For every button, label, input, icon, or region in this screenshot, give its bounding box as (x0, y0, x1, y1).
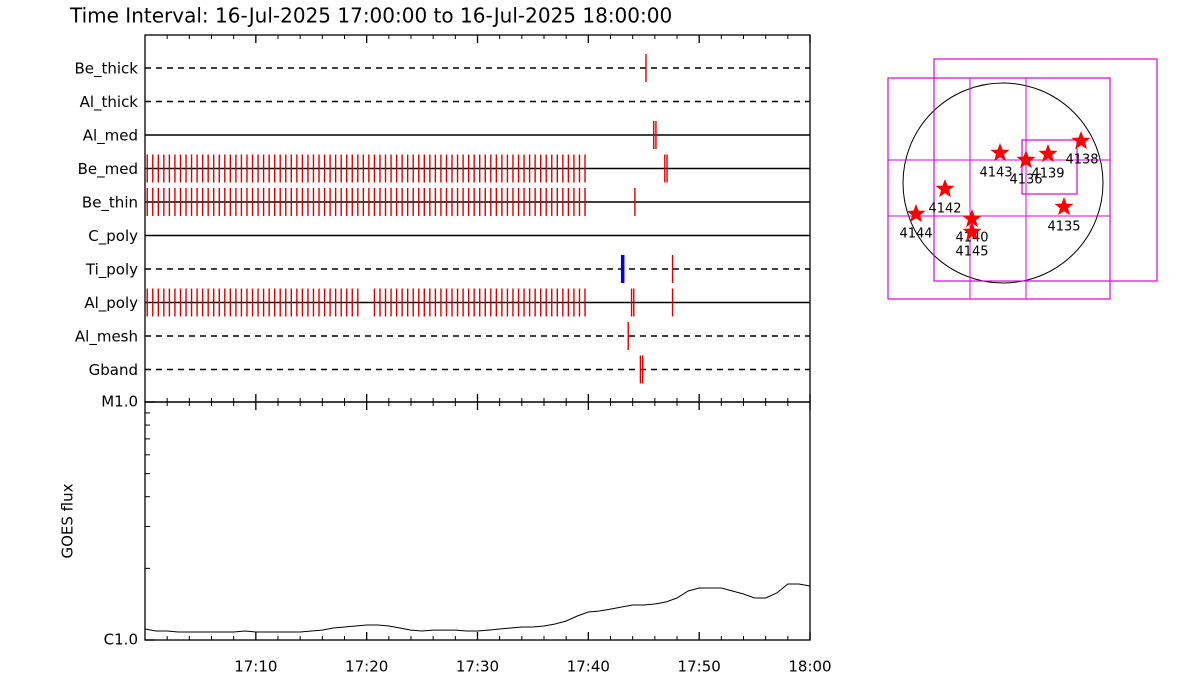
goes-curve (144, 583, 811, 633)
region-star (935, 179, 955, 198)
row-label: Gband (89, 361, 138, 379)
sun-disk (902, 82, 1104, 284)
x-tick-label: 17:10 (234, 658, 277, 676)
x-tick-label: 17:20 (345, 658, 388, 676)
row-label: Al_thick (80, 93, 139, 112)
x-tick-label: 17:40 (567, 658, 610, 676)
row-label: Al_med (83, 127, 138, 146)
region-star (1016, 150, 1036, 169)
row-label: Be_thin (82, 194, 138, 213)
region-star (906, 204, 926, 223)
region-star (1038, 144, 1058, 163)
region-star (990, 143, 1010, 162)
region-label: 4144 (899, 227, 932, 242)
fov-box (933, 58, 1158, 282)
y-tick-label: C1.0 (104, 631, 138, 649)
row-label: Be_thick (74, 60, 138, 79)
region-label: 4138 (1065, 153, 1098, 168)
fov-box (1021, 139, 1078, 195)
x-tick-label: 17:30 (456, 658, 499, 676)
row-label: Ti_poly (85, 261, 138, 280)
region-label: 4135 (1047, 220, 1080, 235)
timeline-frame (144, 34, 811, 403)
region-star (962, 222, 982, 241)
region-star (962, 209, 982, 228)
y-tick-label: M1.0 (101, 393, 138, 411)
row-label: Be_med (78, 160, 138, 179)
fov-box (887, 77, 1111, 300)
row-label: Al_mesh (75, 328, 138, 347)
region-label: 4140 (955, 231, 988, 246)
region-label: 4142 (928, 202, 961, 217)
goes-frame (144, 401, 811, 641)
region-label: 4136 (1009, 173, 1042, 188)
row-label: Al_poly (84, 294, 138, 313)
x-tick-label: 17:50 (678, 658, 721, 676)
region-label: 4139 (1031, 167, 1064, 182)
region-star (1054, 197, 1074, 216)
region-star (1071, 131, 1091, 150)
chart-title: Time Interval: 16-Jul-2025 17:00:00 to 1… (69, 4, 672, 28)
region-label: 4145 (955, 245, 988, 260)
region-label: 4143 (979, 166, 1012, 181)
x-tick-label: 18:00 (788, 658, 831, 676)
row-label: C_poly (88, 227, 138, 246)
y-axis-label: GOES flux (59, 483, 77, 558)
